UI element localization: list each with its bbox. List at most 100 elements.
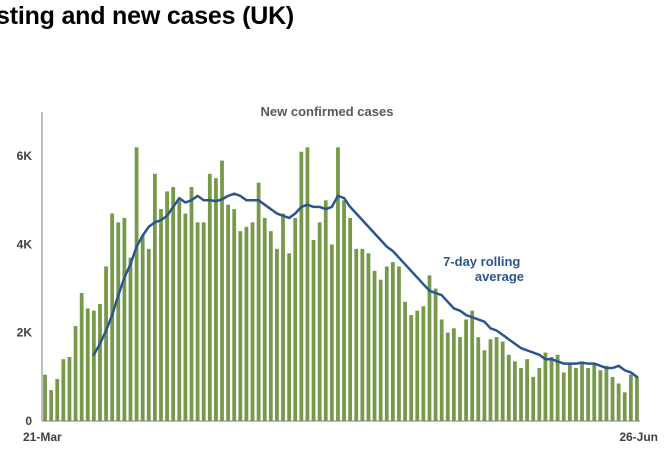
bar-8 — [91, 310, 96, 421]
chart-title: New confirmed cases — [261, 104, 394, 119]
bar-9 — [98, 304, 102, 421]
bar-53 — [366, 253, 371, 421]
bar-86 — [567, 363, 572, 421]
bar-78 — [519, 368, 523, 421]
bar-64 — [433, 288, 438, 421]
bar-2 — [55, 379, 60, 421]
bar-97 — [635, 376, 639, 421]
bar-83 — [549, 356, 554, 421]
bar-45 — [317, 222, 322, 421]
bar-76 — [506, 354, 511, 421]
y-tick-label-0: 0 — [25, 414, 32, 428]
bar-4 — [67, 356, 72, 421]
bar-series — [43, 147, 639, 422]
bar-84 — [555, 354, 560, 421]
y-axis-ticks: 0 2K 4K 6K — [17, 149, 33, 428]
y-tick-label-1: 2K — [17, 326, 33, 340]
bar-50 — [348, 217, 353, 421]
annotation-line-1: 7-day rolling — [443, 254, 520, 269]
bar-31 — [232, 209, 237, 421]
bar-67 — [452, 328, 456, 421]
bar-91 — [598, 370, 603, 421]
bar-5 — [73, 326, 78, 421]
bar-12 — [116, 222, 121, 421]
x-tick-label-end: 26-Jun — [619, 430, 658, 444]
bar-26 — [201, 222, 206, 421]
bar-48 — [336, 147, 340, 421]
bar-0 — [43, 374, 47, 421]
bar-63 — [427, 275, 432, 421]
bar-95 — [622, 392, 627, 421]
bar-16 — [140, 235, 145, 421]
bar-93 — [610, 376, 615, 421]
bar-92 — [604, 365, 609, 421]
bar-87 — [574, 368, 578, 421]
bar-7 — [85, 308, 90, 421]
bar-38 — [275, 248, 279, 421]
bar-24 — [189, 187, 194, 421]
bar-17 — [146, 248, 151, 421]
bar-46 — [323, 200, 328, 421]
bar-10 — [104, 266, 108, 421]
bar-32 — [238, 231, 243, 421]
bar-43 — [305, 147, 310, 421]
bar-82 — [543, 352, 548, 421]
bar-27 — [207, 173, 212, 421]
bar-39 — [281, 213, 285, 421]
bar-69 — [464, 319, 468, 421]
bar-1 — [49, 390, 54, 421]
bar-90 — [592, 363, 597, 421]
bar-88 — [580, 361, 584, 421]
bar-75 — [500, 341, 505, 421]
annotation-line-2: average — [475, 269, 524, 284]
bar-34 — [250, 222, 255, 421]
bar-23 — [183, 213, 188, 421]
bar-70 — [470, 310, 475, 421]
y-tick-label-3: 6K — [17, 149, 33, 163]
bar-33 — [244, 226, 249, 421]
bar-96 — [628, 374, 633, 421]
bar-66 — [445, 332, 450, 421]
bar-80 — [531, 376, 536, 421]
bar-49 — [342, 200, 346, 421]
rolling-average-line — [92, 192, 639, 379]
bar-61 — [415, 310, 420, 421]
bar-71 — [476, 337, 481, 421]
bar-41 — [293, 217, 298, 421]
bar-65 — [439, 319, 444, 421]
page-title: sting and new cases (UK) — [0, 2, 295, 30]
rolling-average-annotation: 7-day rolling average — [443, 254, 524, 284]
bar-21 — [171, 187, 176, 421]
bar-36 — [262, 217, 267, 421]
bar-15 — [134, 147, 139, 421]
bar-59 — [403, 301, 407, 421]
bar-54 — [372, 270, 377, 421]
bar-55 — [378, 279, 383, 421]
bar-44 — [311, 240, 316, 421]
bar-74 — [494, 337, 499, 421]
bar-52 — [360, 248, 365, 421]
bar-18 — [153, 173, 157, 421]
bar-58 — [397, 266, 401, 421]
bar-62 — [421, 306, 426, 421]
bar-37 — [268, 231, 273, 421]
bar-57 — [390, 262, 395, 421]
bar-68 — [458, 337, 462, 421]
bar-47 — [329, 244, 334, 421]
bar-30 — [226, 204, 230, 421]
bar-20 — [165, 191, 169, 421]
bar-3 — [61, 359, 66, 421]
bar-22 — [177, 200, 182, 421]
bar-72 — [482, 350, 487, 421]
bar-79 — [525, 359, 529, 421]
bar-56 — [384, 266, 389, 421]
bar-94 — [616, 383, 621, 421]
bar-81 — [537, 368, 542, 421]
bar-28 — [214, 178, 218, 421]
bar-29 — [220, 160, 224, 421]
bar-14 — [128, 257, 133, 421]
bar-85 — [561, 372, 566, 421]
bar-42 — [299, 151, 304, 422]
bar-35 — [256, 182, 261, 421]
